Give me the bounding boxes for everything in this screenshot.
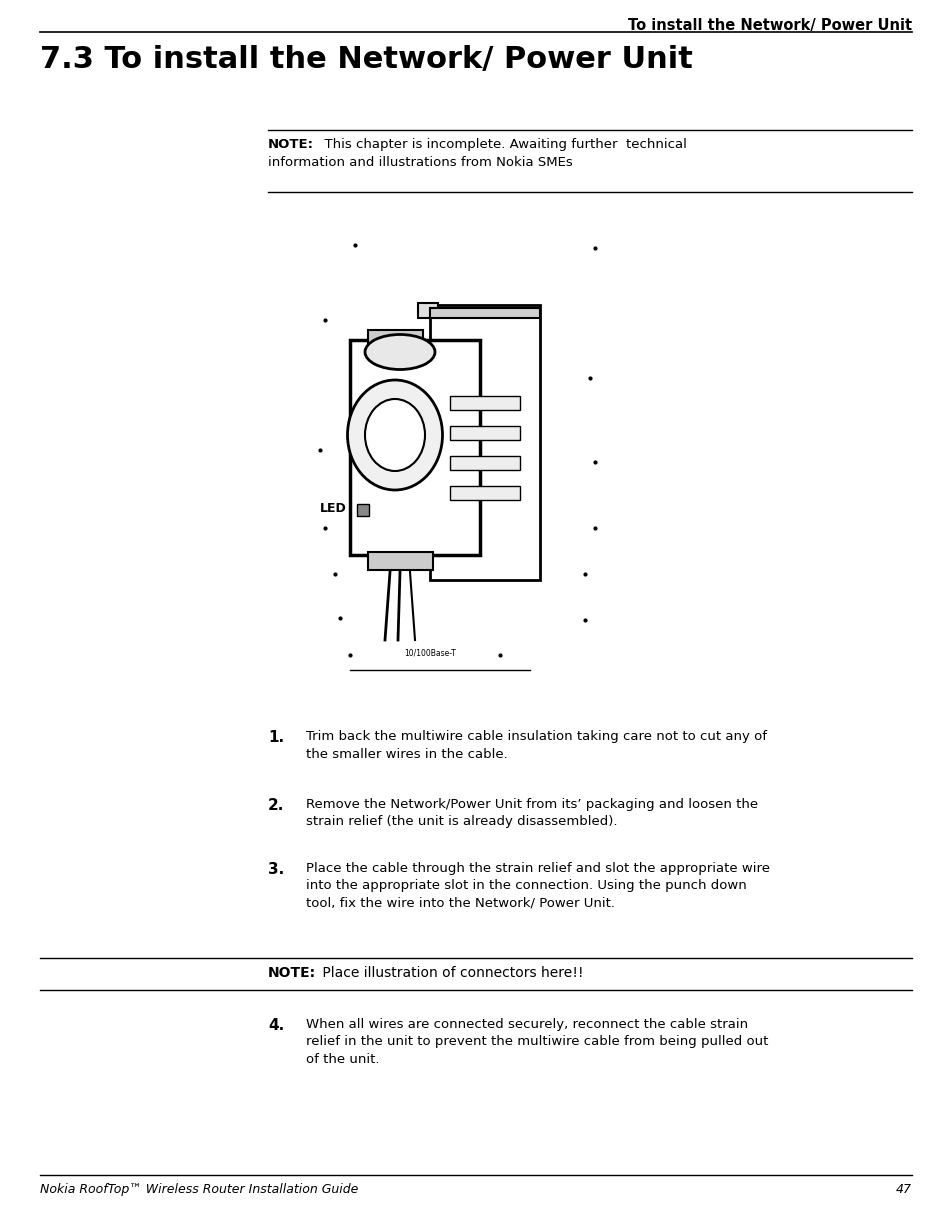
Bar [357,504,369,516]
Ellipse shape [365,399,425,471]
Bar [418,303,438,318]
Text: 10/100Base-T: 10/100Base-T [404,647,456,657]
Text: Nokia RoofTop™ Wireless Router Installation Guide: Nokia RoofTop™ Wireless Router Installat… [40,1183,359,1196]
Bar [430,305,540,581]
Text: 3.: 3. [268,862,284,877]
Text: Trim back the multiwire cable insulation taking care not to cut any of
the small: Trim back the multiwire cable insulation… [306,730,767,761]
Text: 2.: 2. [268,798,284,813]
Bar [450,426,520,441]
Text: 1.: 1. [268,730,284,745]
Text: Place the cable through the strain relief and slot the appropriate wire
into the: Place the cable through the strain relie… [306,862,770,910]
Text: 4.: 4. [268,1017,284,1033]
Bar [450,396,520,410]
Ellipse shape [347,380,442,490]
Bar [450,486,520,500]
Bar [450,456,520,470]
Text: information and illustrations from Nokia SMEs: information and illustrations from Nokia… [268,156,573,169]
Bar [430,308,540,318]
Bar [350,340,480,555]
Text: To install the Network/ Power Unit: To install the Network/ Power Unit [628,18,912,33]
Text: When all wires are connected securely, reconnect the cable strain
relief in the : When all wires are connected securely, r… [306,1017,769,1066]
Text: 47: 47 [896,1183,912,1196]
Text: Place illustration of connectors here!!: Place illustration of connectors here!! [318,966,583,980]
Bar [368,553,433,570]
Bar [368,330,423,348]
Text: Remove the Network/Power Unit from its’ packaging and loosen the
strain relief (: Remove the Network/Power Unit from its’ … [306,798,758,829]
Ellipse shape [365,335,435,370]
Text: NOTE:: NOTE: [268,138,314,151]
Text: 7.3 To install the Network/ Power Unit: 7.3 To install the Network/ Power Unit [40,45,693,74]
Text: NOTE:: NOTE: [268,966,316,980]
Text: This chapter is incomplete. Awaiting further  technical: This chapter is incomplete. Awaiting fur… [316,138,687,151]
Text: LED: LED [320,501,346,515]
